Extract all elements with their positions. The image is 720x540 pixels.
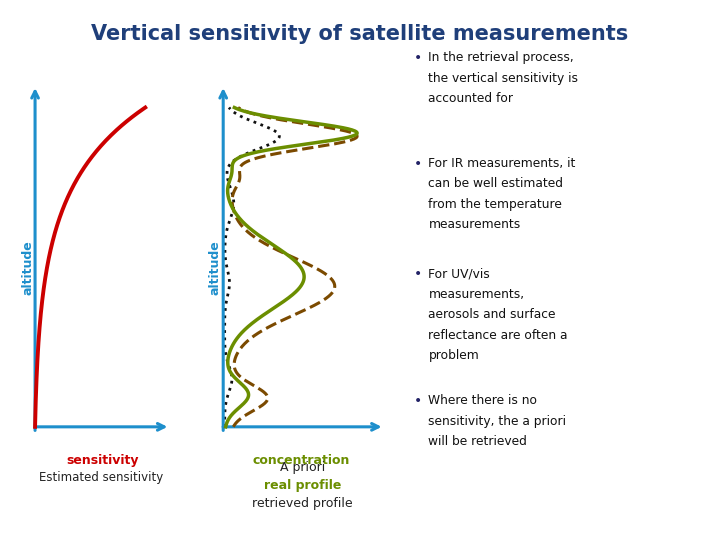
Text: sensitivity: sensitivity [66, 454, 139, 467]
Text: altitude: altitude [21, 240, 34, 294]
Text: problem: problem [428, 349, 479, 362]
Text: A priori: A priori [280, 461, 325, 474]
Text: Estimated sensitivity: Estimated sensitivity [39, 471, 163, 484]
Text: measurements,: measurements, [428, 288, 525, 301]
Text: For IR measurements, it: For IR measurements, it [428, 157, 576, 170]
Text: real profile: real profile [264, 480, 341, 492]
Text: In the retrieval process,: In the retrieval process, [428, 51, 574, 64]
Text: the vertical sensitivity is: the vertical sensitivity is [428, 72, 578, 85]
Text: sensitivity, the a priori: sensitivity, the a priori [428, 415, 567, 428]
Text: •: • [414, 157, 422, 171]
Text: For UV/vis: For UV/vis [428, 267, 490, 280]
Text: aerosols and surface: aerosols and surface [428, 308, 556, 321]
Text: •: • [414, 51, 422, 65]
Text: will be retrieved: will be retrieved [428, 435, 527, 448]
Text: altitude: altitude [208, 240, 221, 294]
Text: 21: 21 [695, 524, 709, 534]
Text: accounted for: accounted for [428, 92, 513, 105]
Text: Vertical sensitivity of satellite measurements: Vertical sensitivity of satellite measur… [91, 24, 629, 44]
Text: can be well estimated: can be well estimated [428, 177, 563, 190]
Text: •: • [414, 267, 422, 281]
Text: reflectance are often a: reflectance are often a [428, 329, 568, 342]
Text: •: • [414, 394, 422, 408]
Text: retrieved profile: retrieved profile [252, 497, 353, 510]
Text: Where there is no: Where there is no [428, 394, 537, 407]
Text: Satellite Remote Sensing of Tropospheric Composition, Andreas Richter, ERCA  201: Satellite Remote Sensing of Tropospheric… [14, 524, 378, 533]
Text: from the temperature: from the temperature [428, 198, 562, 211]
Text: concentration: concentration [252, 454, 350, 467]
Text: measurements: measurements [428, 218, 521, 231]
